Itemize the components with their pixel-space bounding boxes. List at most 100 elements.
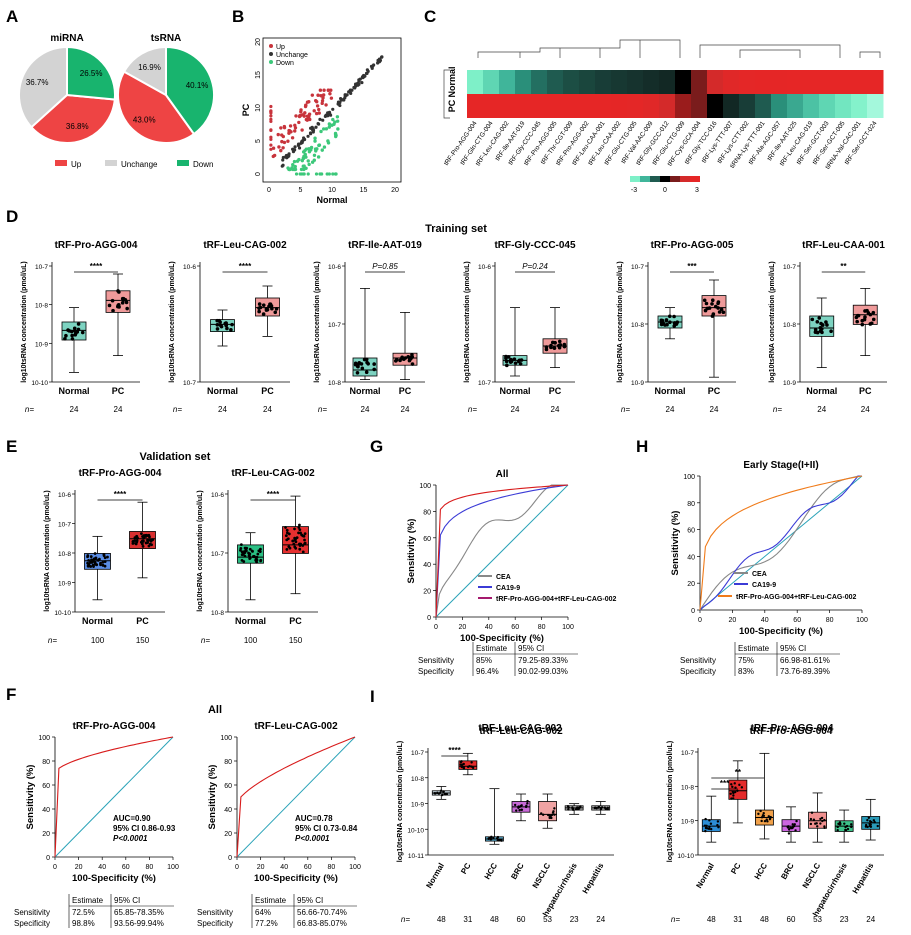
data-point (224, 321, 228, 325)
heatmap-cell (627, 70, 644, 94)
data-point (557, 343, 562, 348)
scale-swatch (650, 176, 660, 182)
data-point (257, 309, 261, 314)
point-up (329, 88, 333, 92)
point-down (295, 159, 300, 163)
data-point (91, 560, 94, 564)
diagonal-reference (699, 475, 863, 611)
point-unchange (287, 152, 291, 156)
pie-slice-unchange (18, 45, 68, 129)
data-point (823, 826, 826, 830)
y-tick-label: 10-10 (54, 610, 71, 617)
data-point (219, 323, 223, 328)
point-up (280, 139, 284, 144)
heatmap-cell (659, 94, 676, 118)
data-point (437, 792, 441, 795)
point-down (304, 166, 308, 170)
y-tick-label: 80 (224, 759, 232, 766)
point-unchange (341, 98, 345, 102)
data-point (553, 813, 556, 816)
data-point (703, 824, 707, 827)
x-axis-label: 100-Specificity (%) (72, 873, 156, 884)
data-point (519, 804, 523, 808)
training-box-0: tRF-Pro-AGG-004 10-7 10-8 10-9 10-10 Normal 24… (21, 240, 140, 414)
point-unchange (360, 80, 364, 85)
data-point (812, 818, 816, 821)
x-tick-label: 80 (538, 624, 546, 631)
auc-ci: 95% CI 0.73-0.84 (295, 824, 358, 833)
data-point (76, 327, 81, 332)
scatter-ytick: 10 (255, 104, 262, 112)
data-point (704, 301, 709, 306)
panel-letter-f: F (6, 685, 16, 704)
group-label: Normal (694, 862, 716, 890)
point-up (269, 111, 273, 115)
sig-label: *** (720, 779, 730, 788)
data-point (716, 300, 721, 304)
heatmap-cell (499, 70, 516, 94)
n-value: 24 (596, 915, 605, 924)
scatter-ytick: 20 (255, 38, 262, 46)
scale-swatch (660, 176, 670, 182)
data-point (102, 553, 106, 556)
scatter-ytick: 15 (255, 71, 262, 79)
data-point (515, 809, 518, 812)
box-pc (458, 760, 478, 770)
data-point (470, 761, 473, 764)
data-point (460, 760, 463, 763)
n-label: n= (318, 405, 327, 414)
point-down (306, 172, 310, 176)
x-tick-label: 20 (729, 617, 737, 624)
x-tick-label: 20 (75, 864, 83, 871)
point-unchange (308, 126, 313, 130)
data-point (868, 312, 873, 317)
group-label: PC (859, 386, 872, 396)
group-label: PC (729, 861, 742, 875)
n-value: 53 (543, 915, 552, 924)
data-point (372, 367, 377, 372)
point-unchange (316, 121, 320, 126)
data-point (372, 362, 376, 366)
data-point (299, 531, 302, 535)
sig-label: **** (267, 490, 280, 499)
y-tick-label: 10-8 (631, 322, 644, 329)
panel-letter-h: H (636, 437, 648, 456)
n-value: 24 (263, 405, 272, 414)
data-point (98, 557, 101, 561)
y-axis-label: log10tsRNA concentration (pmol/uL) (667, 741, 674, 862)
table-f1: Estimate 95% CI Sensitivity 72.5% 65.85-78.3… (14, 894, 174, 928)
table-cell: 90.02-99.03% (518, 667, 568, 676)
data-point (846, 827, 850, 831)
point-unchange (306, 134, 310, 138)
data-point (579, 805, 582, 808)
data-point (434, 792, 437, 795)
data-point (843, 822, 846, 825)
y-axis-label: log10tsRNA concentration (pmol/uL) (314, 261, 321, 382)
box-title: tRF-Leu-CAG-002 (231, 468, 315, 479)
point-down (313, 139, 317, 143)
y-axis-label: log10tsRNA concentration (pmol/uL) (397, 741, 404, 862)
data-point (303, 538, 306, 542)
point-down (334, 134, 338, 139)
table-cell: 66.83-85.07% (297, 919, 347, 928)
diagonal-reference (236, 736, 356, 858)
point-down (336, 127, 340, 131)
sig-label: **** (114, 490, 127, 499)
n-label: n= (201, 636, 210, 645)
panel-letter-g: G (370, 437, 383, 456)
data-point (259, 558, 263, 562)
n-value: 150 (289, 636, 303, 645)
data-point (261, 303, 266, 307)
data-point (524, 805, 528, 809)
data-point (93, 552, 97, 555)
heatmap-cell (659, 70, 676, 94)
table-head: Estimate (72, 896, 104, 905)
data-point (539, 812, 543, 815)
roc-curve-combined (435, 484, 569, 618)
n-label: n= (173, 405, 182, 414)
group-label: Normal (654, 386, 685, 396)
point-down (331, 172, 335, 176)
data-point (674, 322, 679, 326)
heatmap-cell (547, 70, 564, 94)
y-tick-label: 10-9 (35, 341, 48, 348)
